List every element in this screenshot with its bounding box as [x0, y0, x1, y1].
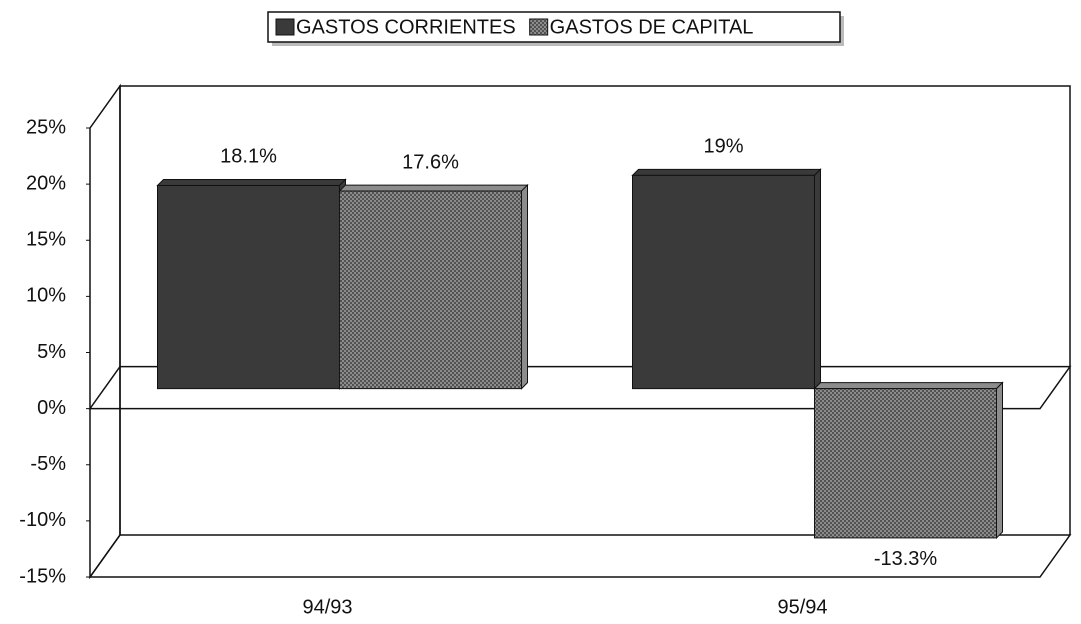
data-label: 17.6%	[402, 151, 459, 173]
left-wall	[89, 83, 121, 580]
bar-side	[521, 183, 528, 390]
bar-side	[996, 381, 1003, 540]
data-label: -13.3%	[874, 548, 938, 570]
bar-top	[338, 184, 529, 192]
legend-texture	[529, 19, 548, 35]
bar-texture	[814, 388, 997, 538]
bar-texture	[339, 191, 522, 389]
y-tick-label: -5%	[30, 453, 66, 475]
legend-swatch	[275, 18, 295, 36]
bar	[157, 184, 340, 390]
bar	[632, 174, 815, 390]
bar-top	[631, 168, 822, 176]
y-tick-label: 15%	[26, 229, 66, 251]
legend: GASTOS CORRIENTES GASTOS DE CAPITAL	[267, 11, 844, 46]
x-tick-label: 95/94	[777, 596, 827, 618]
y-tick-label: 25%	[26, 116, 66, 138]
legend-label: GASTOS DE CAPITAL	[550, 16, 754, 38]
y-tick-label: 20%	[26, 172, 66, 194]
y-tick-label: 5%	[37, 341, 66, 363]
bar-top	[813, 382, 1004, 390]
y-tick-label: 0%	[37, 397, 66, 419]
x-tick-label: 94/93	[302, 596, 352, 618]
y-tick-label: -15%	[19, 565, 66, 587]
data-label: 18.1%	[220, 146, 277, 168]
zero-plane	[88, 365, 1072, 410]
floor	[88, 534, 1072, 578]
bar-top	[156, 178, 347, 186]
data-label: 19%	[703, 136, 743, 158]
y-tick-label: -10%	[19, 509, 66, 531]
bar-side	[814, 168, 821, 390]
legend-box	[267, 11, 841, 43]
y-tick-label: 10%	[26, 285, 66, 307]
legend-label: GASTOS CORRIENTES	[296, 16, 516, 38]
